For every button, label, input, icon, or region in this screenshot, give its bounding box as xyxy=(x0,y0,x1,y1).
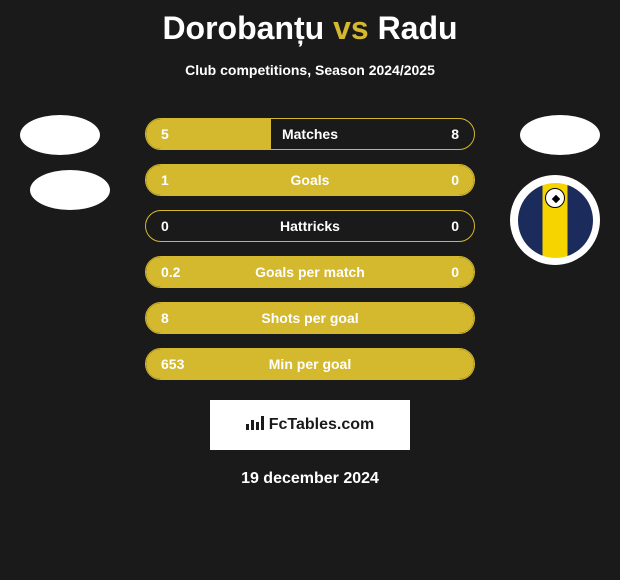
stat-value-left: 0.2 xyxy=(161,264,180,280)
stat-label: Shots per goal xyxy=(261,310,358,326)
stat-label: Goals xyxy=(291,172,330,188)
stat-label: Goals per match xyxy=(255,264,365,280)
stat-row: 1 Goals 0 xyxy=(145,164,475,196)
vs-text: vs xyxy=(333,10,369,46)
stat-row: 653 Min per goal xyxy=(145,348,475,380)
subtitle: Club competitions, Season 2024/2025 xyxy=(0,62,620,78)
stat-label: Hattricks xyxy=(280,218,340,234)
chart-icon xyxy=(246,416,264,435)
club-crest xyxy=(510,175,600,265)
stat-value-left: 5 xyxy=(161,126,169,142)
page-title: Dorobanțu vs Radu xyxy=(0,10,620,47)
stat-row: 8 Shots per goal xyxy=(145,302,475,334)
fctables-logo: FcTables.com xyxy=(210,400,410,450)
stat-label: Matches xyxy=(282,126,338,142)
stat-value-right: 0 xyxy=(451,218,459,234)
main-container: Dorobanțu vs Radu Club competitions, Sea… xyxy=(0,0,620,580)
club-crest-inner xyxy=(518,183,593,258)
player2-badge-2 xyxy=(510,175,600,265)
soccer-ball-icon xyxy=(545,188,565,208)
player1-badge-2 xyxy=(30,170,110,210)
stat-value-right: 0 xyxy=(451,172,459,188)
stat-row: 5 Matches 8 xyxy=(145,118,475,150)
stats-container: 5 Matches 8 1 Goals 0 0 Hattricks 0 0.2 Goals per … xyxy=(145,118,475,380)
stat-value-left: 1 xyxy=(161,172,169,188)
stat-value-right: 8 xyxy=(451,126,459,142)
player2-badge-1 xyxy=(520,115,600,155)
stat-label: Min per goal xyxy=(269,356,351,372)
stat-value-left: 653 xyxy=(161,356,184,372)
player2-name: Radu xyxy=(378,10,458,46)
stat-row: 0.2 Goals per match 0 xyxy=(145,256,475,288)
stat-value-left: 0 xyxy=(161,218,169,234)
player1-badge-1 xyxy=(20,115,100,155)
date-text: 19 december 2024 xyxy=(0,470,620,488)
stat-row: 0 Hattricks 0 xyxy=(145,210,475,242)
logo-text: FcTables.com xyxy=(269,416,375,434)
player1-name: Dorobanțu xyxy=(162,10,324,46)
stat-value-left: 8 xyxy=(161,310,169,326)
stat-value-right: 0 xyxy=(451,264,459,280)
